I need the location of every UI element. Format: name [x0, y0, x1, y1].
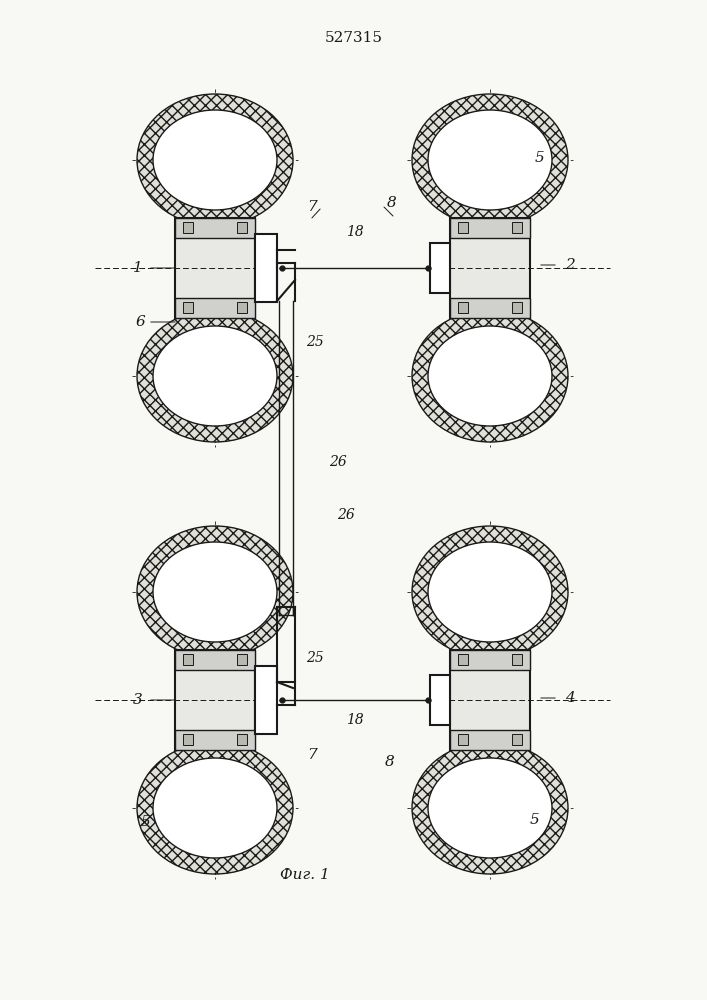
Ellipse shape: [137, 526, 293, 658]
Text: 8: 8: [385, 755, 395, 769]
Ellipse shape: [412, 742, 568, 874]
Bar: [175, 650, 255, 750]
Ellipse shape: [428, 110, 552, 210]
Text: Фиг. 1: Фиг. 1: [280, 868, 330, 882]
Bar: [450, 298, 530, 318]
Bar: [450, 650, 530, 750]
Bar: [237, 734, 247, 745]
Bar: [237, 654, 247, 665]
Text: 18: 18: [346, 713, 364, 727]
Text: 8: 8: [387, 196, 397, 210]
Text: 25: 25: [306, 651, 324, 665]
Bar: [183, 302, 193, 313]
Ellipse shape: [153, 110, 277, 210]
Ellipse shape: [153, 326, 277, 426]
Ellipse shape: [137, 94, 293, 226]
Bar: [450, 218, 530, 318]
Bar: [512, 654, 522, 665]
Bar: [175, 650, 255, 670]
Bar: [450, 218, 530, 238]
Bar: [512, 302, 522, 313]
Bar: [175, 218, 255, 238]
Bar: [458, 302, 468, 313]
Bar: [512, 734, 522, 745]
Bar: [512, 222, 522, 233]
Text: 4: 4: [565, 691, 575, 705]
Bar: [430, 243, 450, 293]
Ellipse shape: [428, 758, 552, 858]
Bar: [183, 654, 193, 665]
Bar: [175, 730, 255, 750]
Bar: [450, 650, 530, 670]
Ellipse shape: [412, 94, 568, 226]
Text: 3: 3: [133, 693, 143, 707]
Text: 26: 26: [329, 455, 347, 469]
Text: 1: 1: [133, 261, 143, 275]
Bar: [458, 734, 468, 745]
Bar: [430, 675, 450, 725]
Bar: [183, 734, 193, 745]
Bar: [183, 222, 193, 233]
Bar: [458, 222, 468, 233]
Bar: [255, 234, 277, 302]
Ellipse shape: [428, 542, 552, 642]
Bar: [175, 218, 255, 318]
Text: 2: 2: [565, 258, 575, 272]
Text: 26: 26: [337, 508, 355, 522]
Bar: [458, 654, 468, 665]
Text: 6: 6: [135, 315, 145, 329]
Text: 18: 18: [346, 225, 364, 239]
Bar: [237, 222, 247, 233]
Text: 7: 7: [307, 200, 317, 214]
Bar: [255, 666, 277, 734]
Text: 5: 5: [141, 815, 151, 829]
Text: 7: 7: [307, 748, 317, 762]
Ellipse shape: [153, 542, 277, 642]
Ellipse shape: [412, 310, 568, 442]
Bar: [175, 298, 255, 318]
Text: 5: 5: [535, 151, 545, 165]
Ellipse shape: [412, 526, 568, 658]
Bar: [450, 730, 530, 750]
Text: 5: 5: [530, 813, 540, 827]
Text: 25: 25: [306, 335, 324, 349]
Bar: [237, 302, 247, 313]
Ellipse shape: [137, 310, 293, 442]
Ellipse shape: [153, 758, 277, 858]
Ellipse shape: [137, 742, 293, 874]
Ellipse shape: [428, 326, 552, 426]
Text: 527315: 527315: [325, 31, 383, 45]
